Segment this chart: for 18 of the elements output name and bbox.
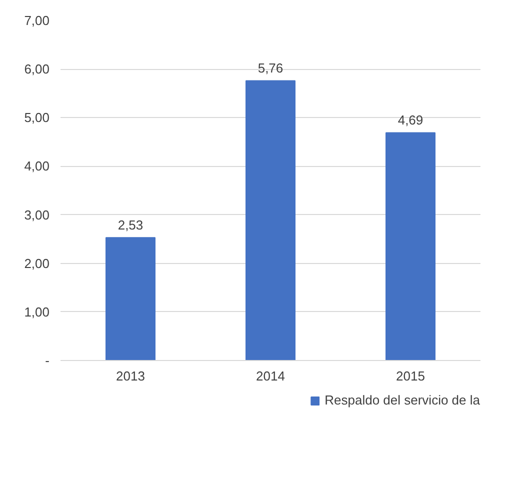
legend-label: Respaldo del servicio de la [324,392,480,408]
y-tick-label: 6,00 [24,62,50,77]
y-tick-label: 1,00 [24,304,50,320]
data-label: 4,69 [398,112,424,128]
bar [106,237,156,360]
y-tick-label: 5,00 [24,110,50,126]
x-tick-label: 2015 [396,368,425,384]
y-tick-label: 7,00 [24,13,50,28]
x-tick-label: 2013 [116,368,145,384]
bar [386,132,436,360]
bar [246,80,296,360]
y-tick-label: 3,00 [24,207,50,222]
data-label: 2,53 [118,218,144,233]
y-tick-label: 2,00 [24,256,50,271]
y-tick-label: 4,00 [24,158,50,174]
data-label: 5,76 [258,60,284,76]
y-tick-label: - [45,353,50,368]
x-tick-label: 2014 [256,368,285,384]
